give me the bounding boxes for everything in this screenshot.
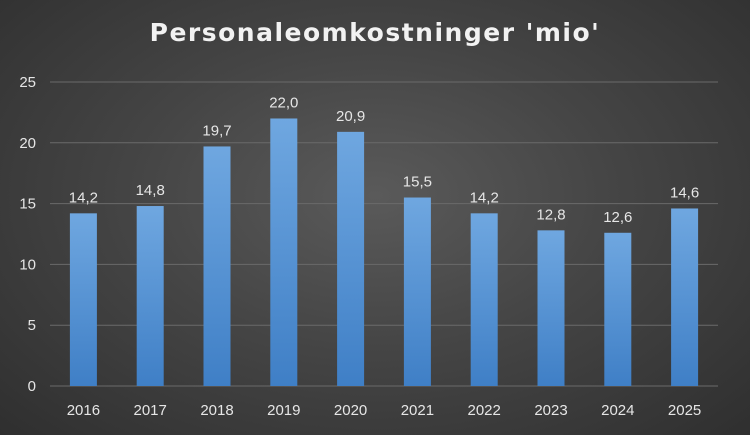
data-label: 22,0 bbox=[269, 94, 298, 111]
labels: 051015202514,2201614,8201719,7201822,020… bbox=[19, 74, 701, 419]
bar-2025 bbox=[671, 208, 699, 386]
bar-2017 bbox=[136, 206, 164, 386]
bar-2020 bbox=[337, 131, 365, 386]
bar-2021 bbox=[403, 197, 431, 386]
data-label: 19,7 bbox=[202, 122, 231, 139]
bar-2018 bbox=[203, 146, 231, 386]
data-label: 12,8 bbox=[536, 206, 565, 223]
data-label: 12,6 bbox=[603, 209, 632, 226]
x-tick-label: 2020 bbox=[334, 402, 367, 419]
bar-2022 bbox=[470, 213, 498, 386]
data-label: 20,9 bbox=[336, 108, 365, 125]
data-label: 14,2 bbox=[470, 189, 499, 206]
x-tick-label: 2019 bbox=[267, 402, 300, 419]
data-label: 15,5 bbox=[403, 174, 432, 191]
data-label: 14,2 bbox=[69, 189, 98, 206]
x-tick-label: 2018 bbox=[200, 402, 233, 419]
x-tick-label: 2021 bbox=[401, 402, 434, 419]
x-tick-label: 2017 bbox=[134, 402, 167, 419]
y-tick-label: 10 bbox=[19, 256, 36, 273]
y-tick-label: 0 bbox=[28, 378, 36, 395]
bar-2019 bbox=[270, 118, 298, 386]
y-tick-label: 5 bbox=[28, 317, 36, 334]
bar-2024 bbox=[604, 232, 632, 386]
x-tick-label: 2025 bbox=[668, 402, 701, 419]
x-tick-label: 2022 bbox=[468, 402, 501, 419]
x-tick-label: 2024 bbox=[601, 402, 634, 419]
data-label: 14,6 bbox=[670, 184, 699, 201]
y-tick-label: 20 bbox=[19, 135, 36, 152]
chart-title: Personaleomkostninger 'mio' bbox=[149, 18, 601, 47]
x-tick-label: 2016 bbox=[67, 402, 100, 419]
data-label: 14,8 bbox=[136, 182, 165, 199]
bar-2023 bbox=[537, 230, 565, 386]
bar-2016 bbox=[69, 213, 97, 386]
y-tick-label: 25 bbox=[19, 74, 36, 91]
bars bbox=[69, 118, 699, 386]
x-tick-label: 2023 bbox=[534, 402, 567, 419]
y-tick-label: 15 bbox=[19, 196, 36, 213]
